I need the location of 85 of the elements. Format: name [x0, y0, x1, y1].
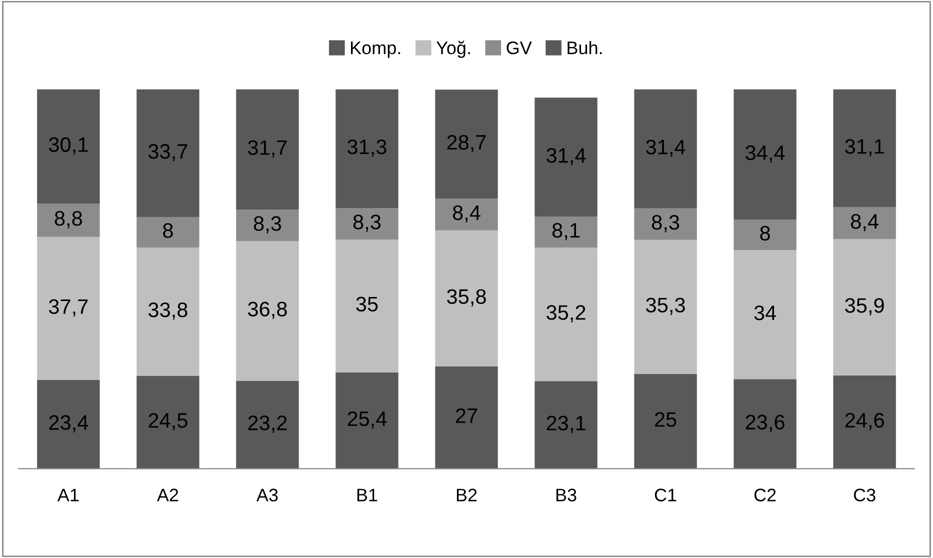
- bar: [136, 217, 200, 248]
- legend-label: GV: [506, 42, 532, 54]
- data-label: 23,1: [546, 416, 586, 433]
- x-tick-label: A1: [57, 488, 79, 502]
- legend-label: Buh.: [568, 41, 602, 54]
- data-label: 8,4: [452, 205, 480, 223]
- bar: [236, 380, 299, 469]
- x-tick-label: A2: [156, 488, 178, 502]
- data-label: 28,7: [447, 134, 486, 152]
- bar: [634, 89, 697, 208]
- bar: [37, 203, 100, 237]
- x-tick-label: C2: [754, 488, 776, 502]
- data-label: 27: [456, 408, 478, 423]
- data-label: 8,3: [353, 214, 381, 232]
- data-label: 33,7: [148, 144, 188, 162]
- data-label: 31,3: [348, 140, 386, 157]
- bar: [634, 240, 697, 374]
- bar: [534, 216, 598, 248]
- bar: [136, 376, 200, 469]
- data-label: 8,3: [254, 216, 282, 234]
- data-label: 35,8: [447, 289, 486, 306]
- data-label: 35: [356, 296, 378, 312]
- data-label: 23,2: [248, 416, 287, 433]
- data-label: 25,4: [348, 411, 387, 429]
- bar: [833, 239, 896, 376]
- x-tick-label: C3: [854, 488, 876, 502]
- bar: [336, 89, 398, 208]
- bar: [435, 230, 498, 366]
- legend-label: Komp.: [351, 42, 400, 58]
- bar: [336, 208, 398, 240]
- x-tick-label: C1: [654, 488, 676, 502]
- bar: [136, 248, 200, 376]
- data-label: 23,4: [49, 415, 88, 432]
- data-label: 8: [760, 226, 770, 241]
- bar: [734, 250, 796, 380]
- x-tick-label: A3: [256, 488, 278, 502]
- data-label: 25: [655, 412, 676, 427]
- bar: [336, 372, 398, 469]
- data-label: 31,4: [646, 140, 686, 157]
- bar: [634, 208, 697, 240]
- bar: [236, 241, 299, 381]
- data-label: 35,2: [546, 305, 586, 322]
- data-label: 8,4: [851, 214, 878, 232]
- bar: [136, 89, 200, 218]
- data-label: 8: [163, 223, 173, 238]
- bar: [634, 374, 697, 469]
- data-label: 30,1: [48, 137, 88, 154]
- bar: [534, 248, 598, 382]
- data-label: 33,8: [148, 302, 188, 320]
- x-tick-label: B1: [357, 488, 378, 502]
- bar: [734, 220, 796, 250]
- bar: [435, 90, 498, 199]
- bar: [734, 89, 796, 220]
- data-label: 35,9: [845, 298, 884, 316]
- bar: [435, 198, 498, 230]
- data-label: 8,3: [652, 215, 680, 232]
- bar: [534, 381, 598, 469]
- data-label: 8,1: [552, 222, 580, 240]
- data-label: 31,4: [546, 148, 586, 166]
- data-label: 24,5: [148, 413, 188, 430]
- bar: [236, 89, 299, 210]
- data-label: 31,1: [845, 139, 884, 156]
- data-label: 8,8: [54, 211, 82, 228]
- data-label: 35,3: [646, 298, 685, 315]
- bar: [833, 89, 896, 208]
- x-tick-label: B2: [456, 488, 477, 502]
- data-label: 31,7: [248, 140, 287, 158]
- data-label: 24,6: [845, 412, 884, 430]
- data-label: 37,7: [48, 299, 88, 316]
- bar: [336, 240, 398, 372]
- data-label: 36,8: [248, 302, 287, 319]
- bar: [534, 98, 598, 217]
- bar: [435, 366, 498, 469]
- bar: [37, 380, 100, 469]
- data-label: 23,6: [746, 414, 784, 432]
- bar: [236, 210, 299, 242]
- bar: [833, 207, 896, 240]
- data-label: 34: [754, 306, 776, 320]
- x-tick-label: B3: [556, 488, 576, 502]
- legend-label: Yoğ.: [436, 40, 470, 58]
- bar: [833, 375, 896, 469]
- data-label: 34,4: [746, 145, 785, 163]
- bar: [734, 379, 796, 469]
- bar: [37, 236, 100, 380]
- bar: [37, 89, 100, 204]
